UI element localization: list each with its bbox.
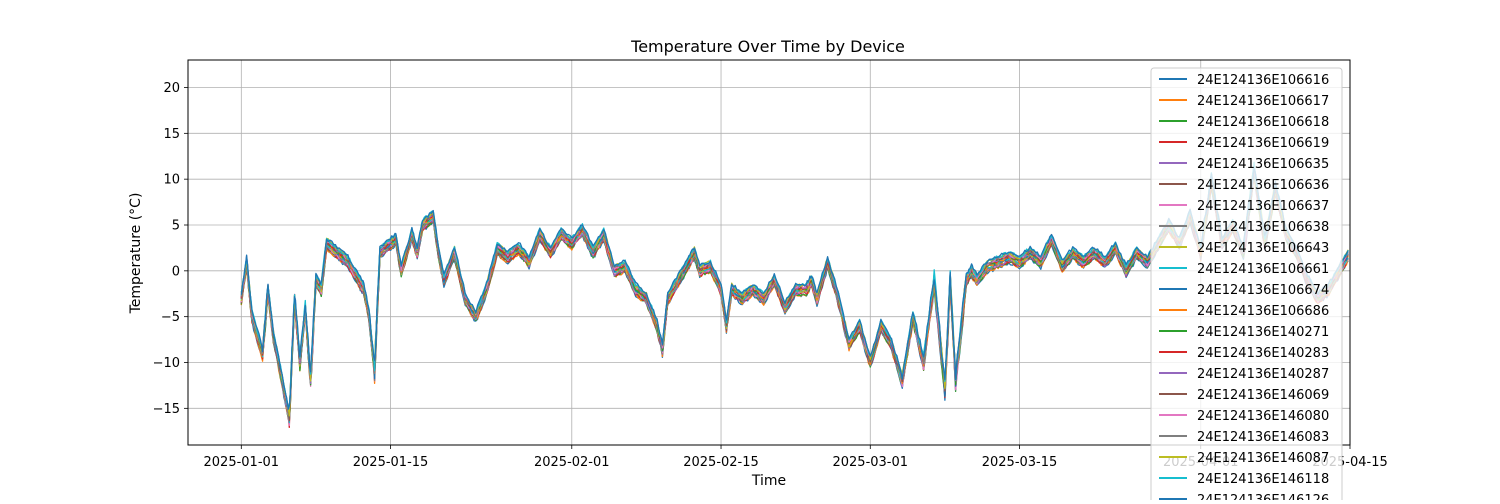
- legend-entry: 24E124136E106661: [1197, 262, 1329, 277]
- legend-entry: 24E124136E140283: [1197, 346, 1329, 361]
- legend-entry: 24E124136E106638: [1197, 220, 1329, 235]
- legend-entry: 24E124136E106636: [1197, 178, 1329, 193]
- y-tick-label: 20: [163, 81, 180, 96]
- y-tick-label: −5: [161, 310, 180, 325]
- x-tick-label: 2025-02-15: [683, 455, 759, 470]
- legend-entry: 24E124136E146087: [1197, 451, 1329, 466]
- x-tick-label: 2025-01-01: [204, 455, 280, 470]
- legend-entry: 24E124136E140271: [1197, 325, 1329, 340]
- x-tick-label: 2025-03-15: [982, 455, 1058, 470]
- y-tick-label: 5: [172, 219, 180, 234]
- y-tick-label: 0: [172, 264, 180, 279]
- y-axis-label: Temperature (°C): [128, 193, 144, 315]
- legend-entry: 24E124136E106674: [1197, 283, 1329, 298]
- x-tick-label: 2025-02-01: [534, 455, 610, 470]
- legend-entry: 24E124136E106618: [1197, 115, 1329, 130]
- legend-entry: 24E124136E106617: [1197, 94, 1329, 109]
- legend-entry: 24E124136E146118: [1197, 472, 1329, 487]
- series-line-24E124136E146126: [240, 167, 1349, 410]
- y-tick-label: 15: [163, 127, 180, 142]
- legend-entry: 24E124136E140287: [1197, 367, 1329, 382]
- legend-entry: 24E124136E106637: [1197, 199, 1329, 214]
- legend-entry: 24E124136E106635: [1197, 157, 1329, 172]
- legend-box: [1150, 67, 1343, 504]
- y-tick-label: 10: [163, 173, 180, 188]
- x-tick-label: 2025-01-15: [353, 455, 429, 470]
- legend-entry: 24E124136E106616: [1197, 73, 1329, 88]
- legend-entry: 24E124136E146083: [1197, 430, 1329, 445]
- y-tick-label: −10: [153, 356, 180, 371]
- legend-entry: 24E124136E106619: [1197, 136, 1329, 151]
- y-axis: −15 −10 −5 0 5 10 15 20: [153, 81, 188, 417]
- plot-frame: [187, 59, 1351, 446]
- legend: 24E124136E106616 24E124136E106617 24E12413…: [1150, 67, 1343, 504]
- plot-lines: [240, 161, 1349, 429]
- legend-entry: 24E124136E106643: [1197, 241, 1329, 256]
- y-tick-label: −15: [153, 402, 180, 417]
- legend-entry: 24E124136E146080: [1197, 409, 1329, 424]
- x-tick-label: 2025-03-01: [832, 455, 908, 470]
- legend-entry: 24E124136E106686: [1197, 304, 1329, 319]
- legend-entry: 24E124136E146126: [1197, 493, 1329, 500]
- chart-title: Temperature Over Time by Device: [630, 37, 905, 56]
- legend-entry: 24E124136E146069: [1197, 388, 1329, 403]
- x-axis-label: Time: [751, 473, 786, 489]
